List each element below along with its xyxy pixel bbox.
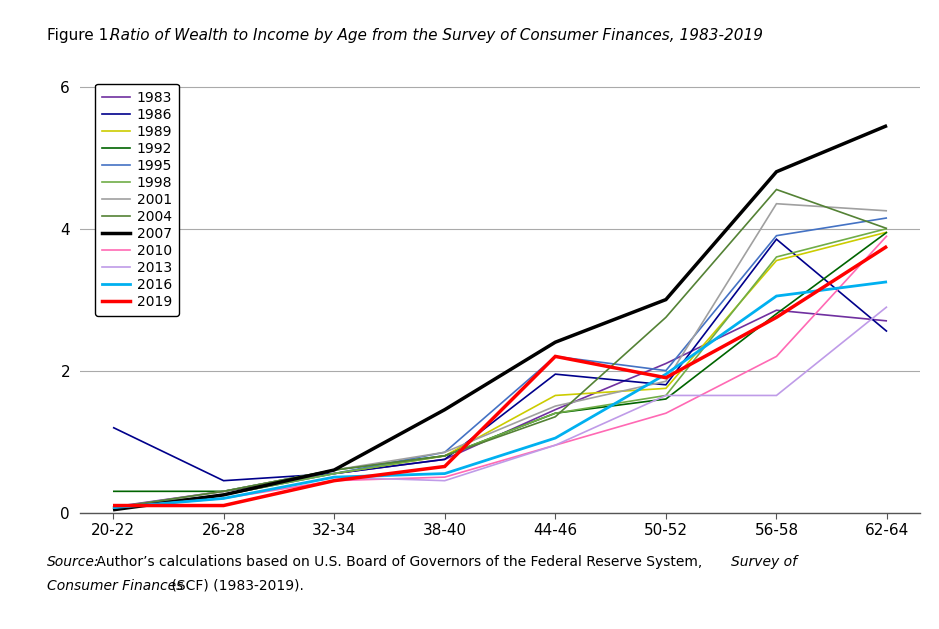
Text: Figure 1.: Figure 1. bbox=[47, 28, 118, 43]
Text: Author’s calculations based on U.S. Board of Governors of the Federal Reserve Sy: Author’s calculations based on U.S. Boar… bbox=[92, 555, 707, 569]
Text: Source:: Source: bbox=[47, 555, 100, 569]
Legend: 1983, 1986, 1989, 1992, 1995, 1998, 2001, 2004, 2007, 2010, 2013, 2016, 2019: 1983, 1986, 1989, 1992, 1995, 1998, 2001… bbox=[95, 84, 179, 316]
Text: Ratio of Wealth to Income by Age from the Survey of Consumer Finances, 1983-2019: Ratio of Wealth to Income by Age from th… bbox=[110, 28, 762, 43]
Text: Consumer Finances: Consumer Finances bbox=[47, 579, 183, 593]
Text: Survey of: Survey of bbox=[731, 555, 797, 569]
Text: (SCF) (1983-2019).: (SCF) (1983-2019). bbox=[167, 579, 304, 593]
